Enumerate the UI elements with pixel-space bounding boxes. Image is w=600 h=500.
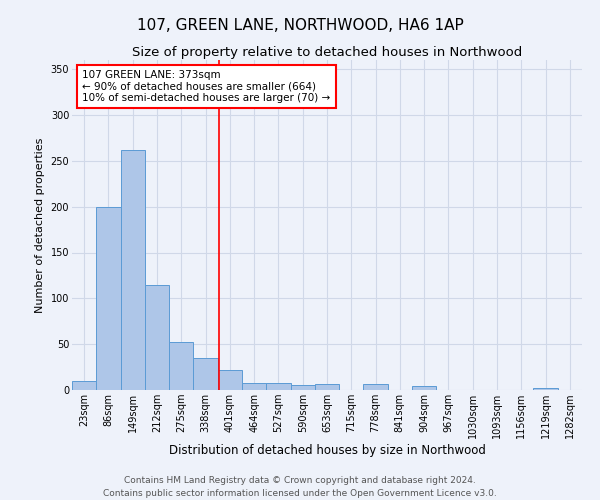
Y-axis label: Number of detached properties: Number of detached properties <box>35 138 45 312</box>
Bar <box>266 382 290 390</box>
Bar <box>242 382 266 390</box>
Bar <box>169 342 193 390</box>
X-axis label: Distribution of detached houses by size in Northwood: Distribution of detached houses by size … <box>169 444 485 457</box>
Bar <box>193 358 218 390</box>
Bar <box>412 386 436 390</box>
Title: Size of property relative to detached houses in Northwood: Size of property relative to detached ho… <box>132 46 522 59</box>
Bar <box>290 386 315 390</box>
Text: Contains HM Land Registry data © Crown copyright and database right 2024.
Contai: Contains HM Land Registry data © Crown c… <box>103 476 497 498</box>
Text: 107, GREEN LANE, NORTHWOOD, HA6 1AP: 107, GREEN LANE, NORTHWOOD, HA6 1AP <box>137 18 463 32</box>
Text: 107 GREEN LANE: 373sqm
← 90% of detached houses are smaller (664)
10% of semi-de: 107 GREEN LANE: 373sqm ← 90% of detached… <box>82 70 331 103</box>
Bar <box>72 381 96 390</box>
Bar <box>533 388 558 390</box>
Bar <box>315 384 339 390</box>
Bar <box>218 370 242 390</box>
Bar <box>364 384 388 390</box>
Bar <box>145 284 169 390</box>
Bar <box>96 206 121 390</box>
Bar <box>121 150 145 390</box>
